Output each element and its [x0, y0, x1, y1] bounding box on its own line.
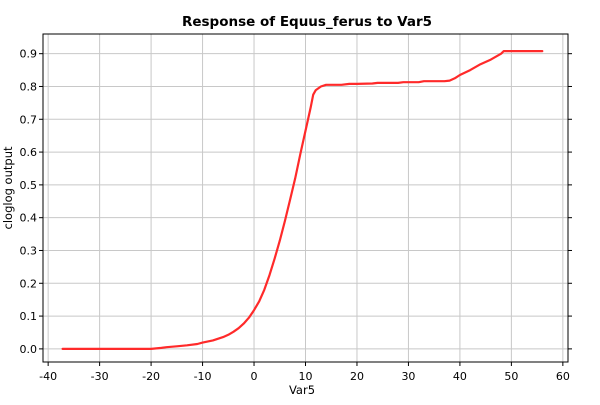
- y-tick-label: 0.7: [20, 113, 38, 126]
- y-tick-label: 0.0: [20, 343, 38, 356]
- x-tick-label: -40: [39, 370, 57, 383]
- x-tick-label: 60: [556, 370, 570, 383]
- y-axis-label: cloglog output: [1, 146, 15, 229]
- y-tick-label: 0.1: [20, 310, 38, 323]
- x-tick-label: -20: [142, 370, 160, 383]
- series-layer: [61, 49, 544, 350]
- x-tick-label: 20: [350, 370, 364, 383]
- y-tick-label: 0.2: [20, 277, 38, 290]
- series-line: [61, 49, 544, 350]
- x-tick-label: 30: [401, 370, 415, 383]
- x-tick-label: -10: [194, 370, 212, 383]
- x-tick-label: 10: [299, 370, 313, 383]
- chart-title: Response of Equus_ferus to Var5: [182, 14, 432, 30]
- y-tick-label: 0.6: [20, 146, 38, 159]
- y-tick-label: 0.9: [20, 48, 38, 61]
- y-tick-label: 0.8: [20, 80, 38, 93]
- x-tick-label: 50: [504, 370, 518, 383]
- y-tick-label: 0.4: [20, 212, 38, 225]
- grid-lines: [43, 34, 568, 362]
- x-axis-label: Var5: [289, 383, 315, 397]
- x-axis: -40 -30 -20 -10 0 10 20 30 40 50 60: [39, 362, 570, 383]
- x-tick-label: -30: [91, 370, 109, 383]
- x-tick-label: 0: [251, 370, 258, 383]
- y-axis: 0.0 0.1 0.2 0.3 0.4 0.5 0.6 0.7 0.8 0.9: [20, 48, 572, 356]
- y-tick-label: 0.5: [20, 179, 38, 192]
- y-tick-label: 0.3: [20, 244, 38, 257]
- x-tick-label: 40: [453, 370, 467, 383]
